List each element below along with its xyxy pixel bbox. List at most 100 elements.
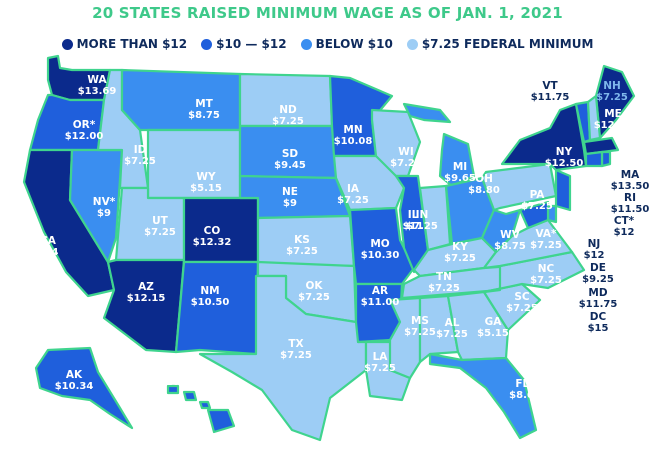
state-label-ny: NY $12.50 xyxy=(545,146,584,169)
state-name: MT xyxy=(195,98,213,110)
state-name: VT xyxy=(542,80,558,92)
state-name: NC xyxy=(538,263,555,275)
state-wage: $15 xyxy=(588,323,609,334)
state-name: MA xyxy=(621,169,640,181)
legend-label: MORE THAN $12 xyxy=(76,37,188,51)
state-label-va: VA* $7.25 xyxy=(530,228,562,251)
legend: MORE THAN $12 $10 — $12 BELOW $10 $7.25 … xyxy=(0,37,655,51)
state-name: TX xyxy=(288,338,303,350)
state-wage: $7.25 xyxy=(144,227,176,238)
state-label-wv: WV $8.75 xyxy=(494,229,526,252)
state-label-ri: RI $11.50 xyxy=(611,192,650,215)
state-name: GA xyxy=(485,316,503,328)
state-label-vt: VT $11.75 xyxy=(531,80,570,103)
state-wage: $14 xyxy=(38,247,59,258)
state-label-mt: MT $8.75 xyxy=(188,98,220,121)
state-label-ks: KS $7.25 xyxy=(286,234,318,257)
state-label-oh: OH $8.80 xyxy=(468,173,500,196)
state-wage: $8.65 xyxy=(509,390,541,401)
legend-swatch xyxy=(300,38,312,50)
state-label-il: IL $11 xyxy=(403,209,424,232)
state-label-nm: NM $10.50 xyxy=(191,285,230,308)
state-nh xyxy=(586,94,602,142)
state-wage: $7.25 xyxy=(530,275,562,286)
state-name: WA xyxy=(87,74,107,86)
state-wage: $9.25 xyxy=(582,274,614,285)
state-name: OR* xyxy=(73,119,96,131)
legend-label: $7.25 FEDERAL MINIMUM xyxy=(421,37,594,51)
state-label-me: ME $12.15 xyxy=(594,108,633,131)
state-fl xyxy=(428,352,538,440)
state-wage: $7.25 xyxy=(428,283,460,294)
legend-swatch xyxy=(201,38,213,50)
state-name: CO xyxy=(204,225,221,237)
state-wage: $7.25 xyxy=(124,156,156,167)
legend-item: $10 — $12 xyxy=(201,37,287,51)
state-name: MI xyxy=(453,161,467,173)
state-wage: $7.25 xyxy=(337,195,369,206)
state-label-tx: TX $7.25 xyxy=(280,338,312,361)
state-name: NM xyxy=(200,285,219,297)
state-label-md: MD $11.75 xyxy=(579,287,618,310)
state-wage: $7.25 xyxy=(436,329,468,340)
state-label-al: AL $7.25 xyxy=(436,317,468,340)
state-name: IN xyxy=(416,209,429,221)
state-label-ne: NE $9 xyxy=(282,186,298,209)
state-label-ms: MS $7.25 xyxy=(404,315,436,338)
legend-label: BELOW $10 xyxy=(315,37,393,51)
legend-item: BELOW $10 xyxy=(300,37,393,51)
state-nj xyxy=(554,168,572,212)
state-label-nd: ND $7.25 xyxy=(272,104,304,127)
state-name: NV* xyxy=(93,196,116,208)
state-wage: $7.25 xyxy=(298,292,330,303)
state-wage: $12.15 xyxy=(127,293,166,304)
state-wage: $5.15 xyxy=(477,328,509,339)
state-wage: $12 xyxy=(584,250,605,261)
state-name: NY xyxy=(556,146,573,158)
state-name: KS xyxy=(294,234,310,246)
state-label-nj: NJ $12 xyxy=(584,238,605,261)
state-wage: $12.15 xyxy=(594,120,633,131)
state-name: ID xyxy=(134,144,147,156)
state-name: CA xyxy=(40,235,57,247)
state-wage: $7.25 xyxy=(272,116,304,127)
state-wage: $11.75 xyxy=(531,92,570,103)
state-label-wa: WA $13.69 xyxy=(78,74,117,97)
state-wage: $12 xyxy=(614,227,635,238)
state-name: UT xyxy=(152,215,169,227)
state-label-de: DE $9.25 xyxy=(582,262,614,285)
state-label-mo: MO $10.30 xyxy=(361,238,400,261)
state-ma xyxy=(582,136,620,156)
state-name: LA xyxy=(373,351,389,363)
state-label-dc: DC $15 xyxy=(588,311,609,334)
state-label-in: IN $7.25 xyxy=(406,209,438,232)
state-wage: $8.80 xyxy=(468,185,500,196)
state-wage: $7.25 xyxy=(521,201,553,212)
state-wage: $11.00 xyxy=(361,297,400,308)
state-name: SC xyxy=(514,291,530,303)
state-wage: $7.25 xyxy=(406,221,438,232)
state-name: ND xyxy=(279,104,297,116)
state-label-ia: IA $7.25 xyxy=(337,183,369,206)
state-name: VA* xyxy=(535,228,557,240)
state-label-nv: NV* $9 xyxy=(93,196,116,219)
state-md xyxy=(518,200,550,230)
state-label-nh: NH $7.25 xyxy=(596,80,628,103)
state-label-tn: TN $7.25 xyxy=(428,271,460,294)
state-name: WY xyxy=(196,171,216,183)
state-label-mi: MI $9.65 xyxy=(444,161,476,184)
state-wage: $9.65 xyxy=(444,173,476,184)
state-wage: $5.15 xyxy=(190,183,222,194)
state-label-wy: WY $5.15 xyxy=(190,171,222,194)
state-wage: $12.50 xyxy=(545,158,584,169)
state-name: WI xyxy=(398,146,414,158)
legend-swatch xyxy=(61,38,73,50)
state-wage: $12.00 xyxy=(65,131,104,142)
state-az xyxy=(102,258,186,354)
legend-item: MORE THAN $12 xyxy=(61,37,188,51)
state-name: AL xyxy=(445,317,460,329)
state-mo xyxy=(348,206,416,286)
state-label-sd: SD $9.45 xyxy=(274,148,306,171)
state-label-la: LA $7.25 xyxy=(364,351,396,374)
